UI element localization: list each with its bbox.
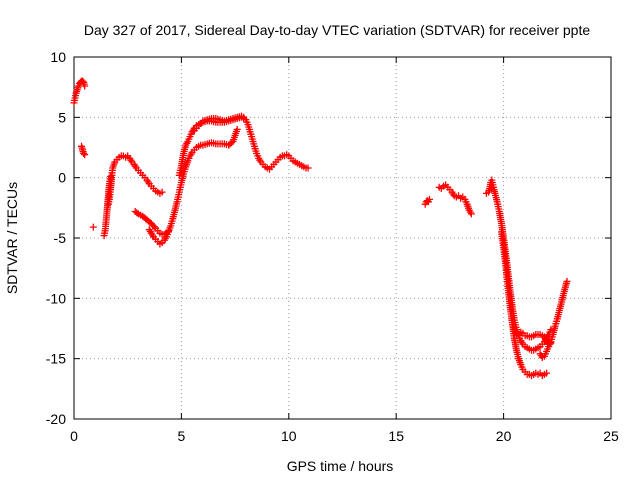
data-point [80, 150, 88, 157]
y-tick-label: 5 [58, 109, 66, 125]
data-point [240, 113, 248, 121]
y-tick-label: -5 [54, 230, 67, 246]
chart-title: Day 327 of 2017, Sidereal Day-to-day VTE… [84, 22, 591, 38]
grid-lines [74, 57, 611, 419]
x-tick-label: 5 [178, 428, 186, 444]
data-points [70, 77, 571, 380]
data-point [426, 195, 433, 203]
data-point [543, 369, 551, 377]
y-tick-label: 0 [58, 170, 66, 186]
axis-ticks [73, 56, 612, 420]
data-point [563, 277, 571, 285]
x-tick-label: 20 [496, 428, 512, 444]
data-point [79, 77, 87, 85]
data-point [81, 82, 89, 90]
data-point [158, 188, 166, 196]
y-tick-label: -10 [46, 290, 66, 306]
y-tick-label: -20 [46, 411, 66, 427]
x-tick-label: 10 [281, 428, 297, 444]
data-point [467, 210, 475, 218]
data-point [133, 209, 141, 217]
x-tick-labels: 0 5 10 15 20 25 [70, 428, 619, 444]
data-point [233, 125, 241, 133]
x-tick-label: 25 [603, 428, 619, 444]
data-point [81, 151, 89, 159]
y-axis-label: SDTVAR / TECUs [4, 182, 20, 294]
data-point [89, 223, 97, 231]
y-tick-labels: -20 -15 -10 -5 0 5 10 [46, 49, 66, 427]
y-tick-label: -15 [46, 351, 66, 367]
y-tick-label: 10 [50, 49, 66, 65]
x-tick-label: 15 [388, 428, 404, 444]
data-point [150, 223, 158, 231]
x-tick-label: 0 [70, 428, 78, 444]
x-axis-label: GPS time / hours [287, 458, 394, 474]
data-point [304, 164, 312, 172]
data-point [107, 173, 114, 180]
